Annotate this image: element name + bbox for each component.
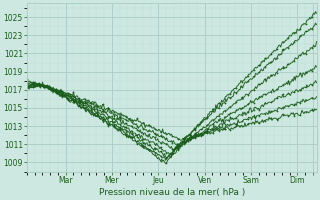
X-axis label: Pression niveau de la mer( hPa ): Pression niveau de la mer( hPa )	[99, 188, 245, 197]
